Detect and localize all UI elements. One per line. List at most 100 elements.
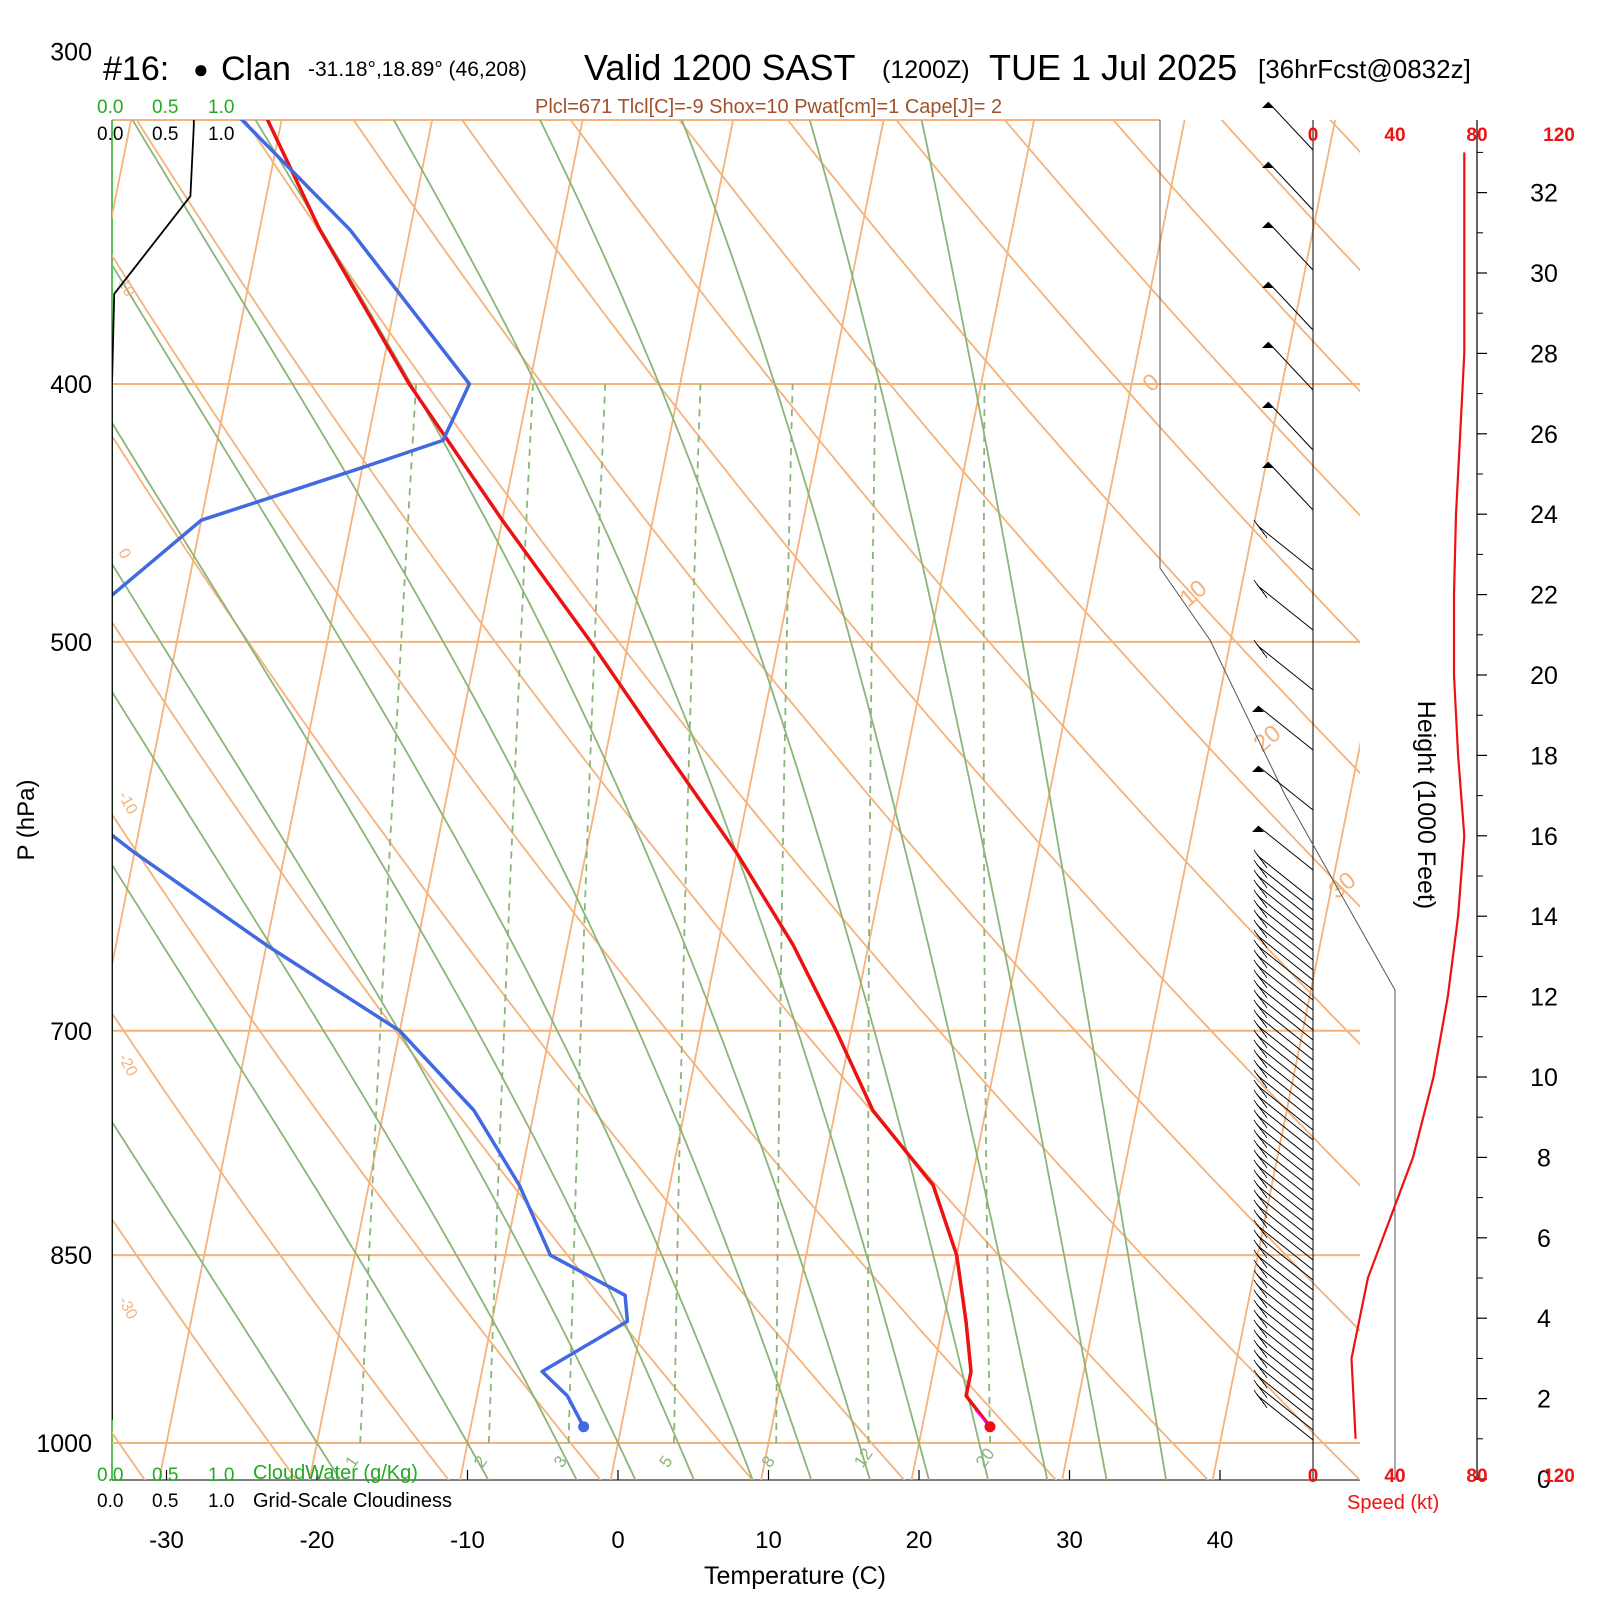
pressure-tick-label: 400 bbox=[50, 371, 92, 399]
wind-barb-feather bbox=[1262, 591, 1268, 599]
dry-adiabat-label: 0 bbox=[114, 546, 133, 562]
height-tick-label: 0 bbox=[1537, 1466, 1551, 1494]
dry-adiabat-line bbox=[569, 120, 1360, 1046]
mixing-ratio-label: 8 bbox=[758, 1452, 779, 1471]
dry-adiabat-line bbox=[1112, 120, 1360, 393]
x-tick-label: 0 bbox=[611, 1527, 624, 1554]
wind-barb-staff bbox=[1267, 221, 1314, 271]
panel-boundary-line bbox=[1159, 120, 1396, 1480]
wind-barb-staff bbox=[1257, 945, 1314, 991]
wind-barb-staff bbox=[1257, 705, 1314, 751]
wind-barb-feather bbox=[1262, 941, 1268, 949]
wind-barb-staff bbox=[1267, 461, 1314, 511]
dry-adiabat-line bbox=[1343, 0, 1600, 1510]
isotherm-line bbox=[609, 120, 885, 1480]
wind-barb-feather bbox=[1262, 1071, 1268, 1079]
wind-barb-feather bbox=[1262, 1241, 1268, 1249]
wind-barb-feather bbox=[1262, 921, 1268, 929]
wind-barb-staff bbox=[1257, 1035, 1314, 1081]
wind-barb-feather bbox=[1262, 1221, 1268, 1229]
isotherm-line bbox=[112, 120, 283, 970]
speed-tick-bottom: 120 bbox=[1543, 1466, 1575, 1487]
wind-barb-feather bbox=[1262, 531, 1268, 539]
cloud-water-tick-top: 0.0 bbox=[97, 97, 123, 118]
mixing-ratio-label: 20 bbox=[972, 1445, 998, 1471]
y-axis-title: P (hPa) bbox=[13, 780, 40, 861]
mixing-ratio-line bbox=[775, 383, 794, 1444]
moist-adiabat-line bbox=[920, 120, 1168, 1480]
wind-barb-feather bbox=[1262, 871, 1268, 879]
height-tick-label: 24 bbox=[1530, 501, 1558, 529]
mixing-ratio-line bbox=[673, 383, 702, 1444]
wind-barb-staff bbox=[1257, 645, 1314, 691]
wind-barb-staff bbox=[1257, 1335, 1314, 1381]
wind-barb-feather bbox=[1262, 1401, 1268, 1409]
station-name: Clan bbox=[221, 50, 291, 88]
wind-barb-feather bbox=[1262, 1281, 1268, 1289]
wind-barb-flag bbox=[1262, 342, 1274, 348]
wind-barb-feather bbox=[1262, 971, 1268, 979]
pressure-tick-label: 300 bbox=[50, 39, 92, 67]
speed-tick-top: 120 bbox=[1543, 125, 1575, 146]
wind-barb-staff bbox=[1257, 1115, 1314, 1161]
wind-barb-staff bbox=[1257, 855, 1314, 901]
cloud-cover-tick-bottom: 0.0 bbox=[97, 1491, 123, 1512]
speed-tick-bottom: 40 bbox=[1384, 1466, 1405, 1487]
wind-barb-staff bbox=[1257, 1155, 1314, 1201]
wind-barb-staff bbox=[1267, 281, 1314, 331]
wind-barb-feather bbox=[1262, 1271, 1268, 1279]
height-tick-label: 22 bbox=[1530, 582, 1558, 610]
dry-adiabat-line bbox=[112, 1011, 450, 1480]
wind-barb-feather bbox=[1262, 651, 1268, 659]
wind-barb-staff bbox=[1257, 885, 1314, 931]
cloud-water-tick-top: 1.0 bbox=[208, 97, 234, 118]
mixing-ratio-line bbox=[487, 383, 534, 1444]
speed-tick-bottom: 80 bbox=[1466, 1466, 1487, 1487]
wind-barb-feather bbox=[1262, 1371, 1268, 1379]
wind-barb-staff bbox=[1257, 1395, 1314, 1441]
dry-adiabat-line bbox=[112, 812, 602, 1480]
wind-barb-feather bbox=[1262, 1151, 1268, 1159]
dry-adiabat-label: -10 bbox=[114, 789, 140, 817]
wind-barb-staff bbox=[1257, 1145, 1314, 1191]
speed-tick-bottom: 0 bbox=[1308, 1466, 1319, 1487]
wind-barb-flag bbox=[1262, 402, 1274, 408]
dry-adiabat-line bbox=[1003, 120, 1360, 517]
moist-adiabat-line bbox=[254, 120, 871, 1480]
dry-adiabat-label: -30 bbox=[114, 1294, 140, 1322]
wind-barb-feather bbox=[1262, 1301, 1268, 1309]
station-coords: -31.18°,18.89° (46,208) bbox=[308, 58, 527, 81]
wind-barb-flag bbox=[1252, 706, 1264, 712]
wind-barb-staff bbox=[1257, 1315, 1314, 1361]
wind-barb-staff bbox=[1257, 895, 1314, 941]
dry-adiabat-line bbox=[244, 120, 1360, 1480]
wind-barb-feather bbox=[1262, 1021, 1268, 1029]
wind-barb-staff bbox=[1257, 1275, 1314, 1321]
mixing-ratio-line bbox=[359, 383, 417, 1444]
height-tick-label: 30 bbox=[1530, 260, 1558, 288]
x-axis-title: Temperature (C) bbox=[704, 1562, 886, 1590]
moist-adiabat-line bbox=[808, 120, 1108, 1480]
wind-barb-staff bbox=[1257, 765, 1314, 811]
height-tick-label: 18 bbox=[1530, 742, 1558, 770]
isotherm-line bbox=[1211, 741, 1360, 1480]
height-tick-label: 2 bbox=[1537, 1386, 1551, 1414]
moist-adiabat-line bbox=[112, 1120, 342, 1480]
wind-barb-feather bbox=[1262, 891, 1268, 899]
wind-barb-feather bbox=[1262, 991, 1268, 999]
wind-barb-staff bbox=[1257, 1075, 1314, 1121]
height-tick-label: 4 bbox=[1537, 1305, 1551, 1333]
wind-barb-staff bbox=[1257, 1265, 1314, 1311]
isotherm-line bbox=[910, 120, 1186, 1480]
mixing-ratio-label: 2 bbox=[470, 1452, 491, 1471]
wind-barb-feather bbox=[1262, 931, 1268, 939]
wind-barb-feather bbox=[1262, 1361, 1268, 1369]
speed-tick-top: 0 bbox=[1308, 125, 1319, 146]
wind-barb-staff bbox=[1257, 955, 1314, 1001]
zulu-time: (1200Z) bbox=[882, 56, 970, 84]
speed-tick-top: 80 bbox=[1466, 125, 1487, 146]
dry-adiabat-line bbox=[895, 120, 1360, 644]
thermo-grid bbox=[112, 0, 1600, 1510]
wind-barb-feather bbox=[1262, 1171, 1268, 1179]
mixing-ratio-line bbox=[982, 383, 991, 1444]
